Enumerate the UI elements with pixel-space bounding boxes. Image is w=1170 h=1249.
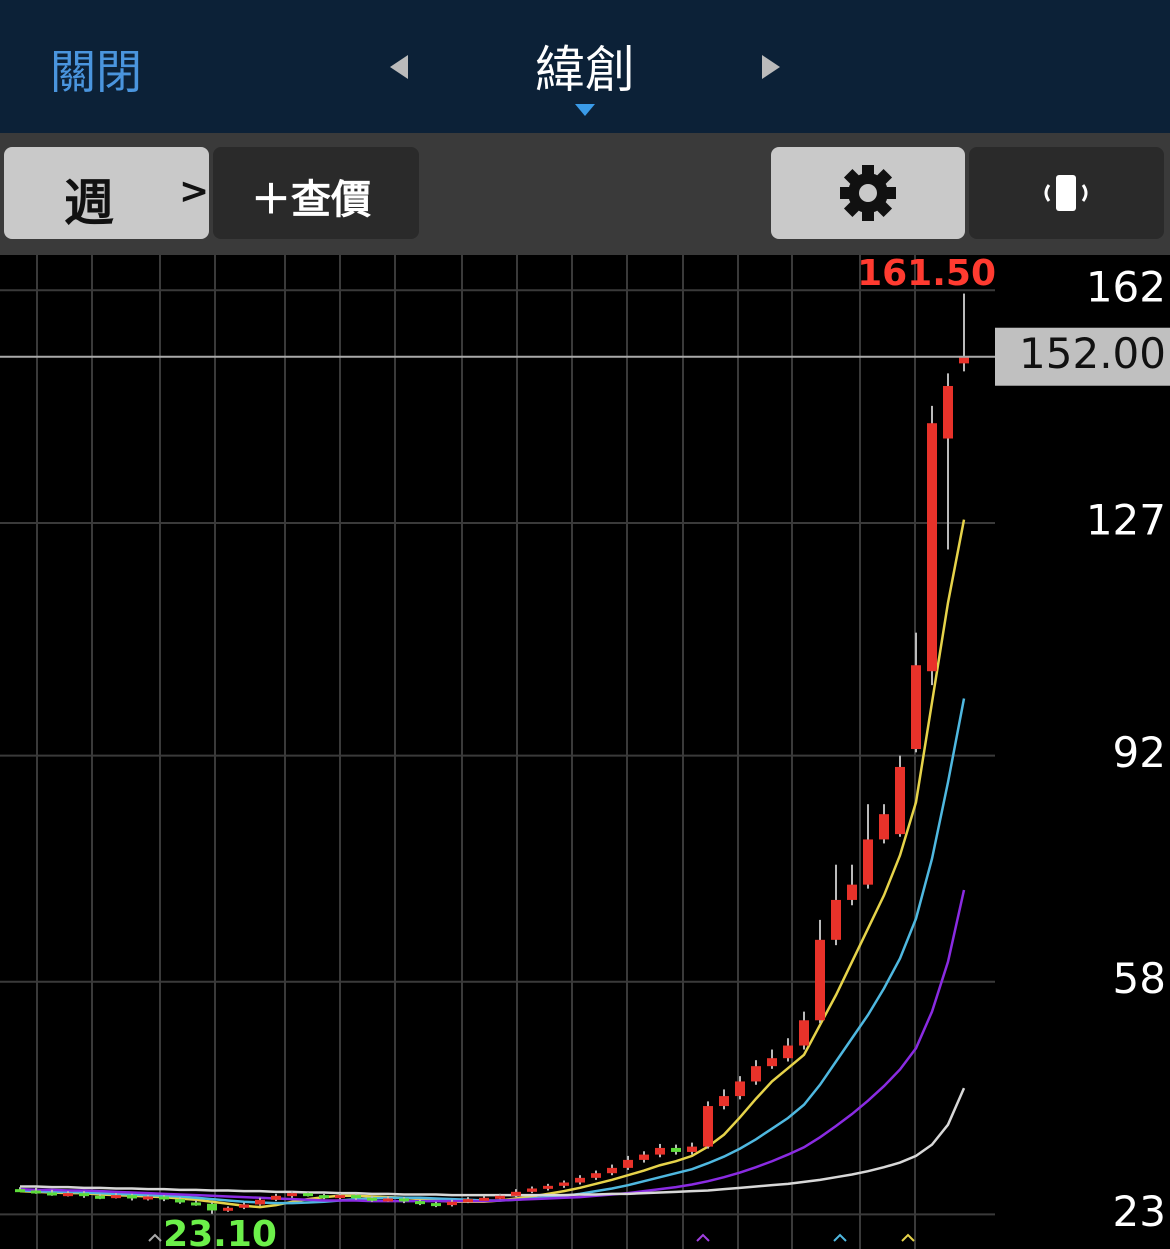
last-price-label: 152.00 [1019, 329, 1166, 378]
candle-body [479, 1197, 489, 1201]
chart: 23 58 92 127 162 152.00 161.50 23.10 [0, 255, 1170, 1249]
ma-line [20, 1087, 966, 1197]
candle-body [943, 385, 953, 439]
candle-body [879, 814, 889, 840]
candle-body [831, 899, 841, 940]
ma-marker [901, 1233, 915, 1242]
extreme-label: 161.50 [857, 255, 996, 294]
candle-body [303, 1193, 313, 1197]
quote-label: ＋查價 [251, 177, 371, 223]
candle-body [815, 939, 825, 1021]
candle-body [191, 1202, 201, 1206]
period-button[interactable]: 週 > [4, 147, 209, 239]
ma-marker [148, 1233, 162, 1242]
candle-body [559, 1182, 569, 1186]
candle-body [111, 1195, 121, 1199]
rotate-button[interactable] [969, 147, 1164, 239]
y-tick-label: 92 [1113, 728, 1166, 777]
header-icons [390, 55, 780, 116]
candle-body [319, 1195, 329, 1199]
ma-line [19, 519, 966, 1209]
candle-body [15, 1189, 25, 1193]
candle-body [639, 1154, 649, 1160]
candle-body [847, 884, 857, 900]
candle-body [143, 1196, 153, 1200]
candle-body [367, 1197, 377, 1201]
candle-body [79, 1193, 89, 1197]
candle-body [751, 1066, 761, 1082]
candle-body [335, 1195, 345, 1199]
candle-body [703, 1106, 713, 1147]
candle-body [207, 1203, 217, 1211]
header: 關閉 緯創 [0, 0, 1170, 133]
prev-arrow[interactable] [390, 55, 408, 79]
candle-body [415, 1201, 425, 1205]
candle-body [159, 1196, 169, 1200]
period-arrow: > [179, 171, 210, 212]
candle-body [863, 839, 873, 885]
last-price-box [995, 327, 1170, 386]
candle-body [591, 1173, 601, 1178]
close-button[interactable]: 關閉 [50, 45, 142, 99]
candle-body [127, 1195, 137, 1199]
candle-body [927, 423, 937, 672]
candle-body [463, 1199, 473, 1203]
candle-body [735, 1081, 745, 1097]
candle-body [687, 1146, 697, 1152]
period-label: 週 [64, 174, 114, 232]
candle-body [239, 1204, 249, 1208]
toolbar: 週 > ＋查價 [0, 133, 1170, 255]
candle-body [527, 1188, 537, 1192]
candle-body [655, 1147, 665, 1155]
candle-body [911, 665, 921, 750]
y-tick-label: 162 [1086, 263, 1166, 312]
stock-title[interactable]: 緯創 [535, 41, 635, 99]
candle-body [399, 1198, 409, 1202]
candle-body [719, 1096, 729, 1107]
next-arrow[interactable] [762, 55, 780, 79]
extreme-label: 23.10 [163, 1214, 277, 1249]
candle-body [287, 1193, 297, 1197]
ma-marker [833, 1233, 847, 1242]
quote-button[interactable]: ＋查價 [213, 147, 419, 239]
candle-body [175, 1199, 185, 1203]
candle-body [959, 356, 969, 364]
candle-body [607, 1167, 617, 1174]
candle-body [671, 1147, 681, 1152]
candle-body [255, 1199, 265, 1205]
y-tick-label: 58 [1113, 954, 1166, 1003]
candle-body [223, 1207, 233, 1211]
settings-button[interactable] [771, 147, 965, 239]
candle-body [495, 1195, 505, 1199]
candle-body [63, 1193, 73, 1197]
candle-body [623, 1159, 633, 1168]
candle-body [431, 1203, 441, 1207]
candle-body [767, 1058, 777, 1067]
gear-icon [840, 165, 896, 221]
y-tick-label: 23 [1113, 1187, 1166, 1236]
rotate-icon [1044, 175, 1088, 211]
ma-marker [696, 1233, 710, 1242]
candle-body [783, 1045, 793, 1059]
candle-body [47, 1192, 57, 1196]
candle-body [447, 1201, 457, 1206]
candle-body [895, 766, 905, 835]
candle-body [95, 1195, 105, 1199]
candle-body [799, 1020, 809, 1046]
ma-line [19, 889, 966, 1203]
candle-body [31, 1190, 41, 1194]
candle-body [543, 1185, 553, 1189]
candle-body [511, 1191, 521, 1196]
candle-body [271, 1195, 281, 1200]
dropdown-arrow[interactable] [575, 104, 595, 116]
candle-body [383, 1198, 393, 1202]
candle-body [351, 1195, 361, 1199]
y-tick-label: 127 [1086, 495, 1166, 544]
candle-body [575, 1177, 585, 1183]
